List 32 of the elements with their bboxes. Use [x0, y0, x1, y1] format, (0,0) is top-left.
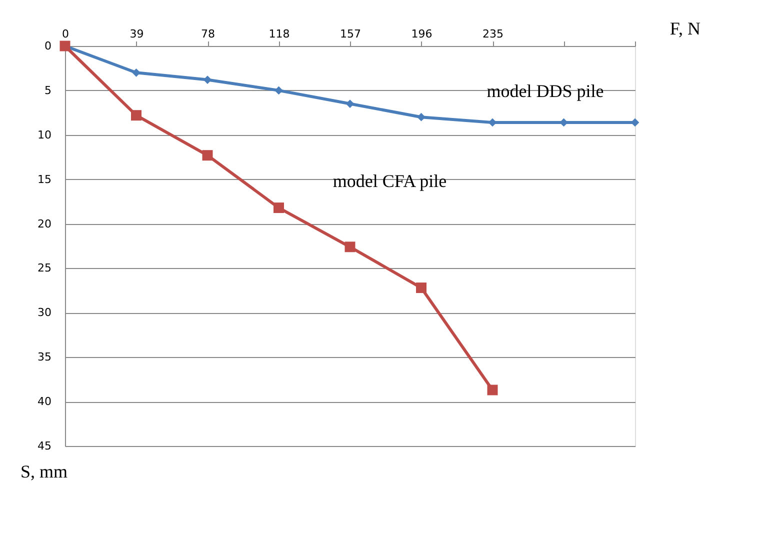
y-tick-label: 5 [44, 84, 52, 97]
x-tick-label: 39 [130, 28, 144, 40]
y-tick-label: 25 [38, 262, 52, 275]
point [131, 110, 142, 121]
y-tick-label: 45 [38, 440, 52, 452]
x-tick-label: 78 [201, 28, 215, 40]
x-tick-label: 0 [62, 28, 69, 40]
y-tick-label: 15 [38, 172, 52, 186]
y-axis-title: S, mm [20, 462, 68, 482]
y-tick-label: 20 [38, 217, 52, 230]
point [417, 112, 426, 122]
point [132, 68, 140, 77]
x-axis-title: F, N [670, 18, 700, 38]
point [487, 384, 498, 396]
point [344, 242, 356, 252]
x-tick-label: 118 [268, 28, 290, 40]
y-tick-label: 30 [38, 306, 52, 320]
x-tick-label: 157 [340, 28, 361, 40]
y-tick-label: 10 [38, 128, 52, 142]
point [202, 150, 213, 161]
y-tick-label: 35 [38, 350, 52, 364]
x-tick-label: 196 [411, 28, 432, 40]
y-tick-label: 40 [38, 395, 52, 408]
point [274, 202, 284, 214]
x-tick-label: 235 [482, 28, 504, 40]
text: model CFA pile [332, 171, 447, 191]
y-tick-label: 0 [44, 40, 52, 52]
series-label: model DDS pile [486, 81, 604, 101]
point [274, 86, 283, 95]
point [203, 76, 212, 84]
point [346, 100, 354, 108]
point [416, 282, 426, 294]
